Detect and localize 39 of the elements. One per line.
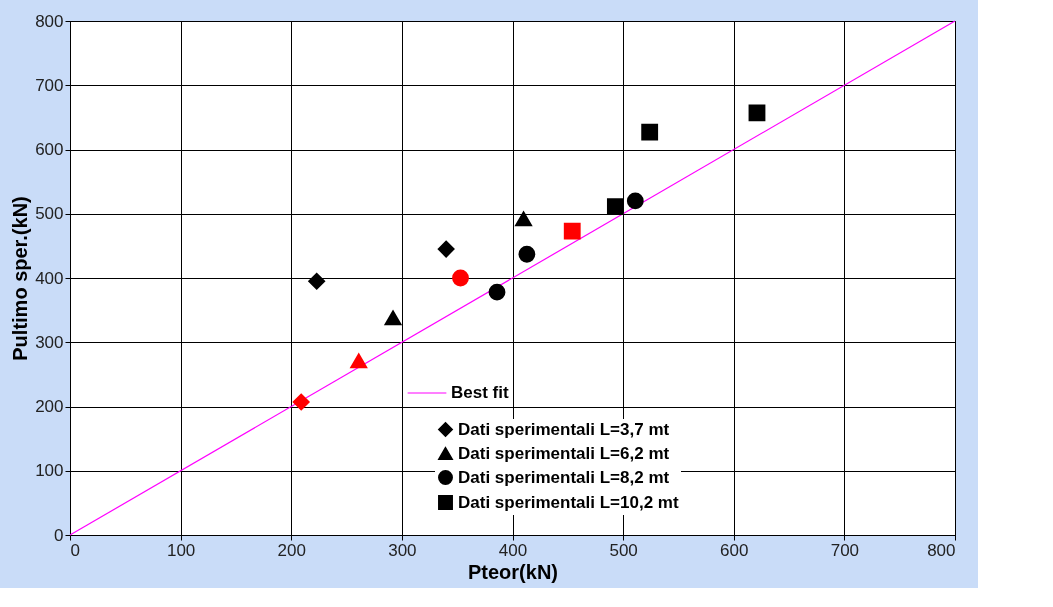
y-tick-label: 300 — [35, 332, 64, 352]
point — [308, 272, 326, 290]
legend-label: Best fit — [451, 383, 509, 402]
point — [626, 192, 644, 210]
x-axis-title: Pteor(kN) — [467, 560, 559, 583]
point — [488, 283, 506, 301]
point — [563, 222, 581, 240]
point — [641, 123, 659, 141]
legend-label: Dati sperimentali L=3,7 mt — [458, 419, 670, 439]
x-tick-label: 600 — [720, 540, 749, 560]
x-tick-label: 100 — [166, 540, 196, 560]
y-tick-label: 0 — [54, 525, 64, 545]
x-tick-label: 800 — [927, 540, 956, 560]
point — [606, 198, 624, 216]
y-axis-title: Pultimo sper.(kN) — [9, 196, 32, 361]
x-tick-label: 700 — [830, 540, 860, 560]
y-tick-label: 800 — [35, 11, 64, 31]
x-tick-label: 200 — [277, 540, 306, 560]
point — [748, 104, 766, 122]
y-tick-label: 500 — [35, 204, 64, 224]
x-tick-label: 0 — [70, 540, 80, 560]
legend-label: Dati sperimentali L=8,2 mt — [458, 467, 670, 487]
point — [384, 310, 402, 326]
x-tick-label: 500 — [609, 540, 638, 560]
y-tick-label: 200 — [35, 397, 64, 416]
point — [518, 245, 536, 263]
point — [437, 240, 455, 258]
point — [350, 353, 368, 369]
y-tick-label: 100 — [35, 461, 64, 481]
y-tick-label: 600 — [35, 140, 64, 159]
x-tick-label: 400 — [498, 540, 528, 560]
point — [515, 211, 532, 227]
y-tick-label: 700 — [35, 75, 64, 95]
legend-label: Dati sperimentali L=10,2 mt — [458, 492, 679, 512]
point — [452, 269, 469, 287]
x-tick-label: 300 — [388, 540, 417, 560]
legend-label: Dati sperimentali L=6,2 mt — [458, 443, 670, 463]
y-tick-label: 400 — [35, 268, 64, 288]
point — [292, 393, 310, 411]
